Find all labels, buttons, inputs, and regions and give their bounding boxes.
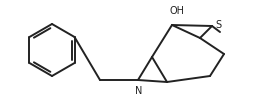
- Text: S: S: [215, 20, 221, 30]
- Text: OH: OH: [170, 6, 185, 16]
- Text: N: N: [135, 86, 143, 96]
